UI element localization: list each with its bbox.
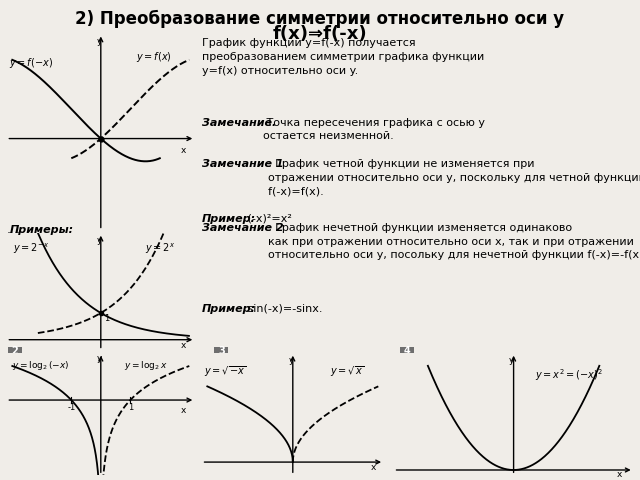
Text: f(x)⇒f(-x): f(x)⇒f(-x) [273, 25, 367, 43]
Text: Замечание.: Замечание. [202, 118, 276, 128]
Text: x: x [181, 341, 186, 349]
Text: $y = \log_2(-x)$: $y = \log_2(-x)$ [12, 359, 70, 372]
Text: 1: 1 [104, 314, 109, 323]
Text: $y = \log_2 x$: $y = \log_2 x$ [124, 359, 168, 372]
Text: 2) Преобразование симметрии относительно оси y: 2) Преобразование симметрии относительно… [76, 10, 564, 28]
Text: . График нечетной функции изменяется одинаково
как при отражении относительно ос: . График нечетной функции изменяется оди… [268, 223, 640, 260]
Text: Точка пересечения графика с осью у
остается неизменной.: Точка пересечения графика с осью у остае… [263, 118, 485, 141]
Text: x: x [181, 406, 186, 415]
Text: y: y [97, 37, 102, 46]
Text: Пример:: Пример: [202, 304, 256, 314]
Text: x: x [181, 146, 186, 155]
Text: $y = f(x)$: $y = f(x)$ [136, 50, 172, 64]
Text: y: y [509, 356, 514, 365]
Text: y: y [97, 236, 102, 245]
Text: 1: 1 [127, 403, 133, 412]
Text: $y = \sqrt{x}$: $y = \sqrt{x}$ [330, 364, 364, 379]
Text: 1: 1 [12, 232, 18, 241]
Text: Пример:: Пример: [202, 214, 256, 224]
Text: x: x [371, 463, 376, 472]
Text: . График четной функции не изменяется при
отражении относительно оси у, поскольк: . График четной функции не изменяется пр… [268, 159, 640, 196]
Text: Замечание 2: Замечание 2 [202, 223, 284, 233]
Text: $y = 2^{-x}$: $y = 2^{-x}$ [13, 241, 49, 255]
Text: (-x)²=x²: (-x)²=x² [244, 214, 292, 224]
Text: x: x [616, 470, 622, 480]
Text: $y = x^2 = (-x)^2$: $y = x^2 = (-x)^2$ [535, 367, 603, 383]
Text: $y = \sqrt{-x}$: $y = \sqrt{-x}$ [204, 364, 247, 379]
Text: $y = f(-x)$: $y = f(-x)$ [10, 57, 53, 71]
Text: 3: 3 [218, 347, 225, 356]
Text: График функции y=f(-x) получается
преобразованием симметрии графика функции
y=f(: График функции y=f(-x) получается преобр… [202, 38, 484, 75]
Text: sin(-x)=-sinx.: sin(-x)=-sinx. [244, 304, 323, 314]
Text: Замечание 1: Замечание 1 [202, 159, 284, 169]
Text: 2: 2 [12, 347, 18, 356]
Text: y: y [97, 354, 102, 363]
Text: y: y [289, 356, 294, 365]
Text: 4: 4 [404, 347, 410, 356]
Text: $y = 2^{x}$: $y = 2^{x}$ [145, 241, 175, 255]
Text: Примеры:: Примеры: [10, 225, 74, 235]
Text: -1: -1 [67, 403, 76, 412]
